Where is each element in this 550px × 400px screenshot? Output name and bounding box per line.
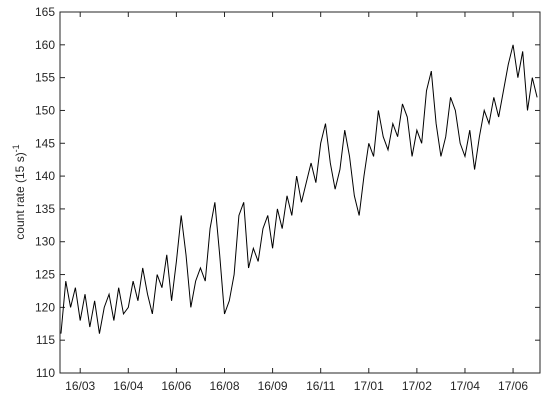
x-tick-label: 16/08 — [209, 379, 239, 393]
y-axis-label: count rate (15 s)-1 — [11, 144, 27, 239]
x-tick-label: 16/09 — [258, 379, 288, 393]
plot-frame — [59, 11, 541, 374]
x-tick-label: 17/02 — [402, 379, 432, 393]
y-tick-label: 145 — [35, 136, 55, 150]
series-line — [60, 44, 538, 334]
y-tick-label: 155 — [35, 71, 55, 85]
x-tick-label: 16/03 — [65, 379, 95, 393]
y-tick-label: 130 — [35, 235, 55, 249]
y-tick-label: 115 — [36, 333, 55, 347]
y-tick-label: 140 — [35, 169, 55, 183]
y-tick-label: 110 — [36, 366, 55, 380]
y-tick-label: 150 — [35, 103, 55, 117]
y-tick-label: 125 — [35, 268, 55, 282]
x-tick-label: 16/06 — [161, 379, 191, 393]
y-tick-label: 165 — [35, 5, 55, 19]
x-tick-label: 16/11 — [306, 379, 335, 393]
y-tick-label: 135 — [35, 202, 55, 216]
x-tick-label: 16/04 — [113, 379, 143, 393]
x-tick-label: 17/06 — [498, 379, 528, 393]
y-tick-label: 160 — [35, 38, 55, 52]
y-tick-label: 120 — [35, 300, 55, 314]
x-tick-label: 17/04 — [450, 379, 480, 393]
y-label-exponent: -1 — [11, 144, 21, 152]
x-tick-label: 17/01 — [354, 379, 384, 393]
y-label-text: count rate (15 s) — [13, 152, 27, 239]
